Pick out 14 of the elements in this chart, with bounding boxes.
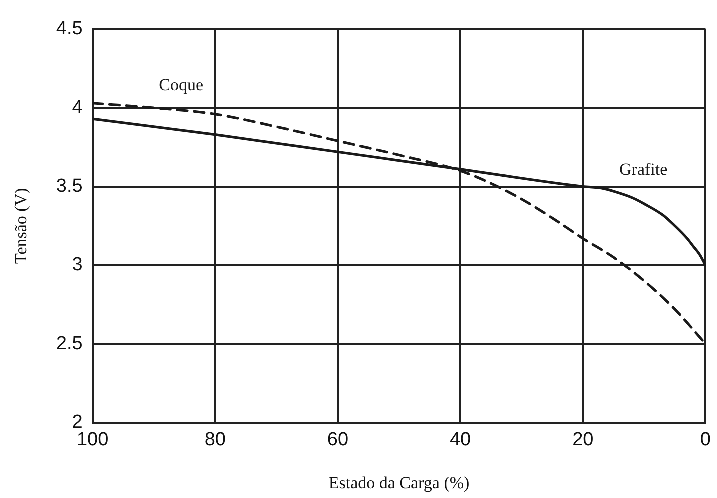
x-tick-label: 80 xyxy=(204,429,226,450)
y-tick-label: 2.5 xyxy=(56,333,83,354)
x-tick-label: 0 xyxy=(700,429,712,450)
x-tick-label: 20 xyxy=(572,429,594,450)
y-axis-title: Tensão (V) xyxy=(12,188,31,264)
x-tick-label: 40 xyxy=(450,429,472,450)
y-tick-label: 4.5 xyxy=(56,18,83,40)
y-tick-label: 3.5 xyxy=(56,176,83,197)
series-label: Coque xyxy=(159,76,204,95)
y-tick-label: 4 xyxy=(72,97,84,118)
series-label: Grafite xyxy=(620,160,668,179)
x-tick-label: 60 xyxy=(327,429,349,450)
y-tick-label: 3 xyxy=(72,254,83,276)
x-axis-title: Estado da Carga (%) xyxy=(328,473,470,492)
